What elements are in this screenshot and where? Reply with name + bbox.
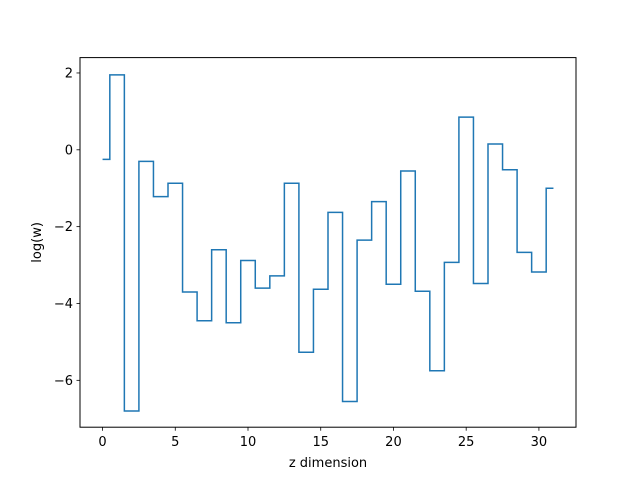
y-tick-label: 0 — [65, 143, 73, 158]
y-axis: 2 0 −2 −4 −6 — [54, 66, 80, 389]
x-axis: 0 5 10 15 20 25 30 — [98, 427, 547, 450]
x-tick-label: 10 — [240, 435, 257, 450]
y-tick-label: −6 — [54, 374, 73, 389]
x-axis-label: z dimension — [289, 456, 367, 471]
data-layer — [102, 74, 554, 412]
y-tick-label: −2 — [54, 220, 73, 235]
y-tick-label: −4 — [54, 297, 73, 312]
x-tick-label: 15 — [312, 435, 329, 450]
x-tick-label: 5 — [171, 435, 179, 450]
x-tick-label: 20 — [385, 435, 402, 450]
x-tick-label: 25 — [458, 435, 475, 450]
y-axis-label: log(w) — [30, 222, 45, 263]
series-line-0 — [102, 74, 554, 412]
plot-frame — [79, 57, 577, 428]
x-tick-label: 30 — [531, 435, 548, 450]
x-tick-label: 0 — [98, 435, 106, 450]
y-tick-label: 2 — [65, 66, 73, 81]
